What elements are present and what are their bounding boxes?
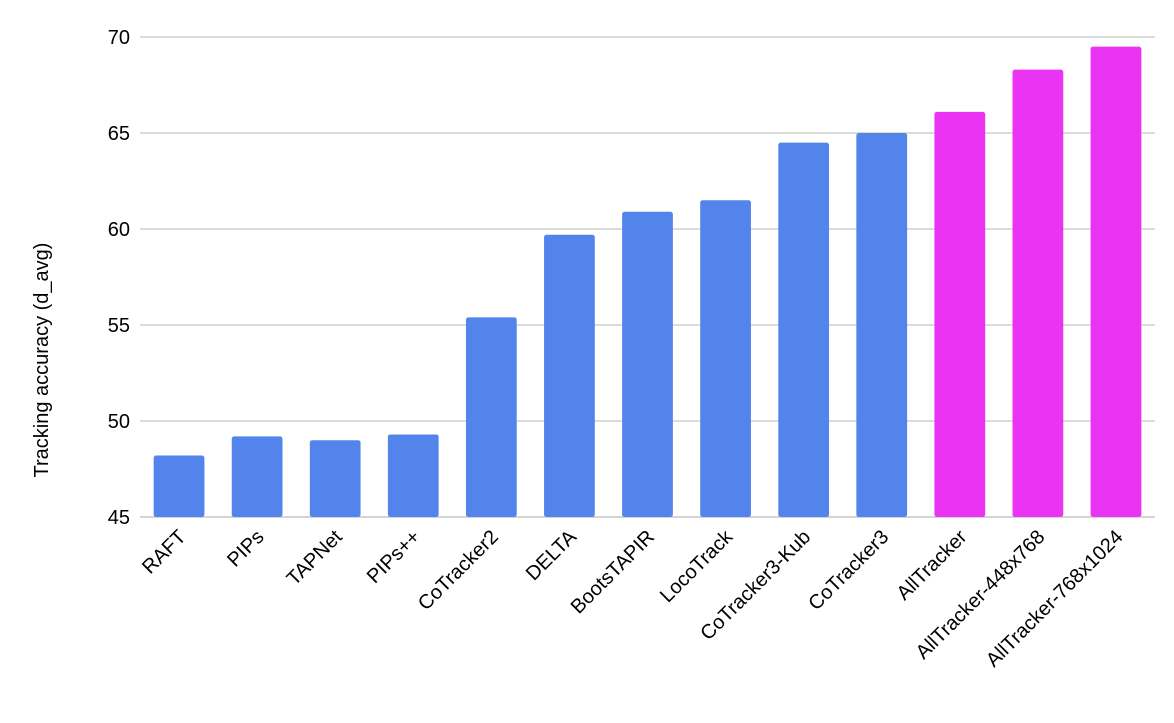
x-category-label: RAFT <box>138 526 190 578</box>
x-category-label: PIPs++ <box>363 526 425 588</box>
y-tick-label: 60 <box>108 219 130 241</box>
bar-alltracker-768x1024 <box>1090 46 1142 517</box>
y-tick-label: 70 <box>108 27 130 49</box>
bar-raft <box>153 455 205 517</box>
bar-cotracker2 <box>465 317 517 517</box>
y-tick-label: 50 <box>108 411 130 433</box>
y-tick-label: 65 <box>108 123 130 145</box>
bar-cotracker3 <box>856 133 908 517</box>
y-axis-ticks: 45 50 55 60 65 70 <box>108 27 130 529</box>
x-category-label: TAPNet <box>283 526 347 590</box>
bar-alltracker-448x768 <box>1012 69 1064 517</box>
x-category-label: LocoTrack <box>656 525 738 607</box>
y-tick-label: 45 <box>108 507 130 529</box>
x-category-label: PIPs <box>223 526 268 571</box>
y-axis-title: Tracking accuracy (d_avg) <box>31 243 53 478</box>
bar-tapnet <box>309 440 361 517</box>
x-category-label: DELTA <box>522 526 582 586</box>
x-category-label: AllTracker-448x768 <box>912 526 1050 664</box>
bars <box>153 46 1142 517</box>
bar-pips- <box>387 434 439 517</box>
x-axis-categories: RAFT PIPs TAPNet PIPs++CoTracker2 DELTABoots… <box>138 525 1127 671</box>
x-category-label: CoTracker2 <box>414 526 503 615</box>
x-category-label: CoTracker3 <box>804 526 893 615</box>
bar-locotrack <box>700 200 751 517</box>
x-category-label: AllTracker <box>893 526 972 605</box>
x-category-label: AllTracker-768x1024 <box>982 526 1128 672</box>
bar-alltracker <box>934 111 986 517</box>
bar-delta <box>544 234 595 517</box>
bar-bootstapir <box>622 211 673 517</box>
bar-cotracker3-kub <box>778 142 830 517</box>
bar-pips <box>231 436 283 517</box>
x-category-label: BootsTAPIR <box>567 526 659 618</box>
y-tick-label: 55 <box>108 315 130 337</box>
